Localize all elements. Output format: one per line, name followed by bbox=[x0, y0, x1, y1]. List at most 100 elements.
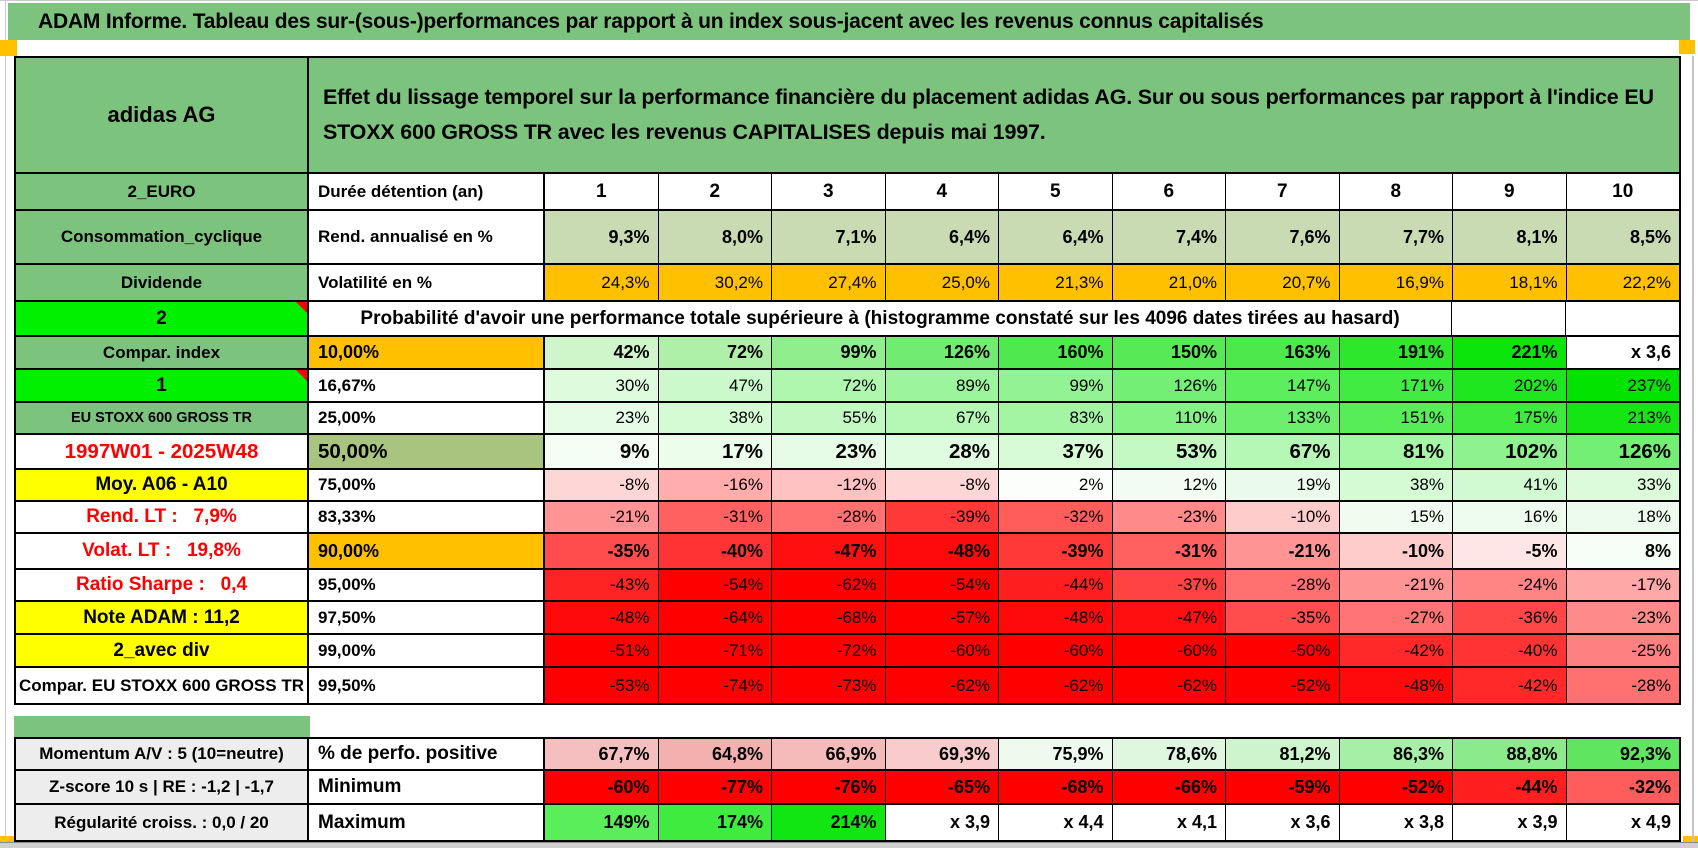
row-header[interactable]: Minimum bbox=[309, 771, 545, 805]
value-cell[interactable]: -76% bbox=[772, 771, 886, 805]
value-cell[interactable]: -51% bbox=[545, 635, 659, 668]
value-cell[interactable]: -31% bbox=[1112, 534, 1226, 570]
value-cell[interactable]: 86,3% bbox=[1339, 739, 1453, 771]
value-cell[interactable]: 8,5% bbox=[1566, 211, 1679, 265]
value-cell[interactable]: -5% bbox=[1453, 534, 1567, 570]
row-header[interactable]: % de perfo. positive bbox=[309, 739, 545, 771]
value-cell[interactable]: 88,8% bbox=[1453, 739, 1567, 771]
value-cell[interactable]: 67,7% bbox=[545, 739, 659, 771]
value-cell[interactable]: 7,4% bbox=[1112, 211, 1226, 265]
value-cell[interactable]: 8% bbox=[1566, 534, 1679, 570]
row-label[interactable]: Note ADAM : 11,2 bbox=[16, 602, 309, 635]
value-cell[interactable]: -42% bbox=[1453, 668, 1567, 703]
value-cell[interactable]: -35% bbox=[1226, 602, 1340, 635]
value-cell[interactable]: 8 bbox=[1339, 174, 1453, 211]
value-cell[interactable]: -60% bbox=[545, 771, 659, 805]
value-cell[interactable]: 7,7% bbox=[1339, 211, 1453, 265]
row-label[interactable]: EU STOXX 600 GROSS TR bbox=[16, 403, 309, 435]
value-cell[interactable]: 25,0% bbox=[885, 265, 999, 302]
value-cell[interactable]: 17% bbox=[658, 435, 772, 470]
value-cell[interactable]: 110% bbox=[1112, 403, 1226, 435]
value-cell[interactable]: 99% bbox=[772, 337, 886, 370]
value-cell[interactable]: 191% bbox=[1339, 337, 1453, 370]
row-header[interactable]: 95,00% bbox=[309, 570, 545, 602]
value-cell[interactable]: 92,3% bbox=[1566, 739, 1679, 771]
value-cell[interactable]: 20,7% bbox=[1226, 265, 1340, 302]
value-cell[interactable]: -32% bbox=[999, 502, 1113, 534]
value-cell[interactable]: -21% bbox=[1339, 570, 1453, 602]
value-cell[interactable]: -68% bbox=[999, 771, 1113, 805]
value-cell[interactable]: -28% bbox=[1566, 668, 1679, 703]
value-cell[interactable]: -47% bbox=[772, 534, 886, 570]
value-cell[interactable]: -10% bbox=[1339, 534, 1453, 570]
value-cell[interactable]: 72% bbox=[658, 337, 772, 370]
value-cell[interactable]: -57% bbox=[885, 602, 999, 635]
value-cell[interactable]: 9,3% bbox=[545, 211, 659, 265]
row-header[interactable]: 50,00% bbox=[309, 435, 545, 470]
value-cell[interactable]: 37% bbox=[999, 435, 1113, 470]
row-header[interactable]: 99,00% bbox=[309, 635, 545, 668]
row-header[interactable]: 97,50% bbox=[309, 602, 545, 635]
value-cell[interactable]: -52% bbox=[1339, 771, 1453, 805]
value-cell[interactable]: 213% bbox=[1566, 403, 1679, 435]
value-cell[interactable]: 133% bbox=[1226, 403, 1340, 435]
value-cell[interactable]: -10% bbox=[1226, 502, 1340, 534]
value-cell[interactable]: 53% bbox=[1112, 435, 1226, 470]
value-cell[interactable]: -39% bbox=[999, 534, 1113, 570]
row-label[interactable]: Régularité croiss. : 0,0 / 20 bbox=[16, 805, 309, 840]
value-cell[interactable]: -16% bbox=[658, 470, 772, 502]
value-cell[interactable]: 163% bbox=[1226, 337, 1340, 370]
value-cell[interactable]: x 3,9 bbox=[1453, 805, 1567, 840]
value-cell[interactable]: -36% bbox=[1453, 602, 1567, 635]
value-cell[interactable]: 27,4% bbox=[772, 265, 886, 302]
value-cell[interactable]: 23% bbox=[772, 435, 886, 470]
value-cell[interactable]: 47% bbox=[658, 370, 772, 403]
value-cell[interactable]: 174% bbox=[658, 805, 772, 840]
row-label[interactable]: 2_EURO bbox=[16, 174, 309, 211]
value-cell[interactable]: 42% bbox=[545, 337, 659, 370]
value-cell[interactable]: 12% bbox=[1112, 470, 1226, 502]
value-cell[interactable]: x 3,6 bbox=[1226, 805, 1340, 840]
value-cell[interactable]: x 4,4 bbox=[999, 805, 1113, 840]
value-cell[interactable]: 78,6% bbox=[1112, 739, 1226, 771]
value-cell[interactable]: -77% bbox=[658, 771, 772, 805]
value-cell[interactable]: -65% bbox=[885, 771, 999, 805]
value-cell[interactable]: -62% bbox=[772, 570, 886, 602]
value-cell[interactable]: -27% bbox=[1339, 602, 1453, 635]
row-header[interactable]: Maximum bbox=[309, 805, 545, 840]
value-cell[interactable]: 160% bbox=[999, 337, 1113, 370]
value-cell[interactable]: -64% bbox=[658, 602, 772, 635]
value-cell[interactable]: 202% bbox=[1453, 370, 1567, 403]
row-label[interactable]: Rend. LT : 7,9% bbox=[16, 502, 309, 534]
value-cell[interactable]: -28% bbox=[772, 502, 886, 534]
value-cell[interactable]: -62% bbox=[1112, 668, 1226, 703]
value-cell[interactable]: -47% bbox=[1112, 602, 1226, 635]
value-cell[interactable]: 3 bbox=[772, 174, 886, 211]
value-cell[interactable]: 7,1% bbox=[772, 211, 886, 265]
value-cell[interactable]: -54% bbox=[885, 570, 999, 602]
value-cell[interactable]: -60% bbox=[885, 635, 999, 668]
value-cell[interactable]: -48% bbox=[1339, 668, 1453, 703]
value-cell[interactable]: 28% bbox=[885, 435, 999, 470]
value-cell[interactable]: x 4,9 bbox=[1566, 805, 1679, 840]
value-cell[interactable]: 83% bbox=[999, 403, 1113, 435]
row-label[interactable]: Moy. A06 - A10 bbox=[16, 470, 309, 502]
value-cell[interactable]: 175% bbox=[1453, 403, 1567, 435]
row-label[interactable]: Dividende bbox=[16, 265, 309, 302]
row-label[interactable]: Momentum A/V : 5 (10=neutre) bbox=[16, 739, 309, 771]
row-label[interactable]: 1997W01 - 2025W48 bbox=[16, 435, 309, 470]
value-cell[interactable]: 19% bbox=[1226, 470, 1340, 502]
value-cell[interactable]: 75,9% bbox=[999, 739, 1113, 771]
value-cell[interactable]: 55% bbox=[772, 403, 886, 435]
value-cell[interactable]: -73% bbox=[772, 668, 886, 703]
value-cell[interactable]: 22,2% bbox=[1566, 265, 1679, 302]
value-cell[interactable]: 9 bbox=[1453, 174, 1567, 211]
description-cell[interactable]: Effet du lissage temporel sur la perform… bbox=[309, 58, 1679, 174]
value-cell[interactable] bbox=[1566, 302, 1679, 337]
value-cell[interactable]: 99% bbox=[999, 370, 1113, 403]
value-cell[interactable]: 8,0% bbox=[658, 211, 772, 265]
value-cell[interactable]: 151% bbox=[1339, 403, 1453, 435]
row-label[interactable]: Compar. index bbox=[16, 337, 309, 370]
row-header[interactable]: 99,50% bbox=[309, 668, 545, 703]
row-label[interactable]: 2 bbox=[16, 302, 309, 337]
